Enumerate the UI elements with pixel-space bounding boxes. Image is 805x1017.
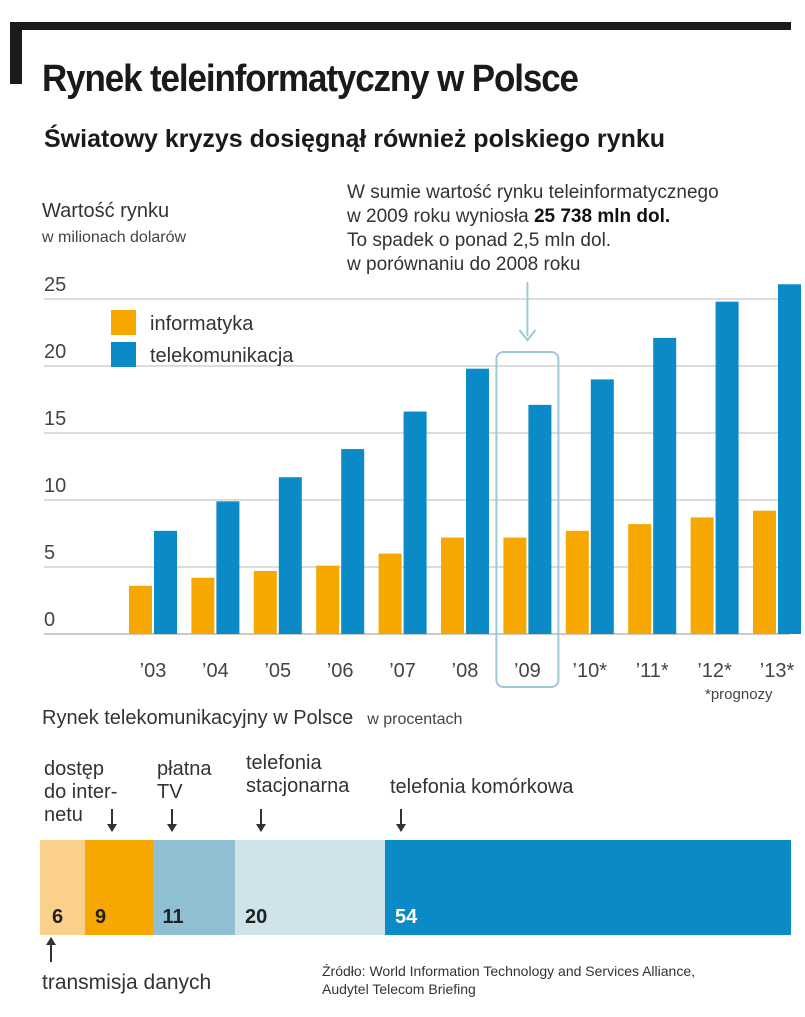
y-tick-label-15: 15	[44, 408, 66, 430]
bar-informatyka-5	[441, 537, 464, 634]
y-tick-label-25: 25	[44, 274, 66, 296]
legend-label-informatyka: informatyka	[150, 313, 254, 335]
y-tick-label-20: 20	[44, 341, 66, 363]
bar-informatyka-8	[628, 524, 652, 634]
frame-corner-vertical	[10, 22, 22, 84]
label-stacjonarna-line-2: stacjonarna	[246, 775, 350, 797]
annotation-box: W sumie wartość rynku teleinformatyczneg…	[347, 181, 719, 277]
bar-informatyka-1	[191, 577, 215, 634]
y-axis-unit: w milionach dolarów	[42, 229, 187, 246]
bar-telekomunikacja-5	[466, 368, 489, 634]
label-dostep: dostęp do inter- netu	[44, 758, 117, 827]
bar-informatyka-2	[253, 571, 277, 634]
bar-telekomunikacja-4	[403, 411, 427, 634]
highlight-2009-box	[495, 351, 560, 688]
arrow-dostep	[107, 809, 117, 832]
bar-telekomunikacja-6	[528, 404, 552, 634]
label-stacjonarna-line-1: telefonia	[246, 752, 322, 774]
x-tick-labels: ’03 ’04 ’05 ’06 ’07 ’08 ’09 ’10* ’11* ’12* ’13*	[140, 660, 795, 682]
segment-4: 54	[385, 840, 791, 935]
bar-informatyka-0	[129, 585, 152, 634]
page-title: Rynek teleinformatyczny w Polsce	[42, 58, 579, 100]
segment-2: 11	[152, 840, 236, 935]
y-tick-label-5: 5	[44, 542, 55, 564]
x-tick-label-8: ’11*	[636, 660, 669, 682]
y-axis-title: Wartość rynku	[42, 200, 170, 222]
x-tick-label-1: ’04	[202, 660, 229, 682]
legend-swatch-informatyka	[111, 310, 136, 335]
label-platna-tv: płatna TV	[157, 758, 212, 804]
bar-telekomunikacja-7	[590, 379, 614, 634]
bar-informatyka-7	[565, 530, 589, 634]
label-stacjonarna: telefonia stacjonarna	[246, 752, 349, 798]
legend-swatch-telekomunikacja	[111, 342, 136, 367]
legend: informatyka telekomunikacja	[111, 310, 294, 367]
bar-telekomunikacja-8	[653, 337, 677, 634]
x-tick-label-3: ’06	[327, 660, 354, 682]
segment-value-1: 9	[95, 906, 107, 928]
highlight-arrow-head	[518, 329, 537, 342]
y-tick-labels: 0 5 10 15 20 25	[44, 274, 66, 631]
bar-telekomunikacja-0	[154, 530, 177, 634]
annotation-line-2: w 2009 roku wyniosła 25 738 mln dol.	[347, 205, 719, 229]
label-platna-line-2: TV	[157, 781, 183, 803]
highlight-box	[495, 282, 560, 688]
x-tick-label-5: ’08	[452, 660, 479, 682]
source-note: Źródło: World Information Technology and…	[322, 962, 695, 998]
bar-telekomunikacja-10	[778, 284, 801, 634]
segment-value-0: 6	[52, 906, 64, 928]
bar-informatyka-10	[753, 510, 776, 634]
label-transmisja: transmisja danych	[42, 971, 212, 994]
bar-telekomunikacja-3	[341, 449, 365, 634]
segment-value-3: 20	[245, 906, 268, 928]
bar-telekomunikacja-1	[216, 501, 240, 634]
label-komorkowa: telefonia komórkowa	[390, 776, 573, 799]
segment-0: 6	[40, 840, 86, 935]
bar-chart: 0 5 10 15 20 25 ’03 ’04 ’05 ’06 ’07 ’08 ’09 ’10* ’11*…	[44, 274, 801, 688]
x-tick-label-6: ’09	[514, 660, 541, 682]
label-dostep-line-2: do inter-	[44, 781, 118, 803]
telecom-title: Rynek telekomunikacyjny w Polsce w procen…	[42, 707, 462, 730]
annotation-line-4: w porównaniu do 2008 roku	[347, 254, 581, 275]
source-line-1: Źródło: World Information Technology and…	[322, 963, 696, 979]
segment-value-4: 54	[395, 906, 418, 928]
bar-informatyka-3	[316, 565, 340, 634]
frame-top-rule	[10, 22, 791, 30]
x-tick-label-2: ’05	[264, 660, 291, 682]
x-tick-label-4: ’07	[389, 660, 416, 682]
segment-1: 9	[85, 840, 153, 935]
arrow-komorkowa	[396, 809, 406, 832]
forecast-footnote: *prognozy	[705, 686, 773, 703]
bars	[129, 284, 801, 634]
arrow-stacjonarna	[256, 809, 266, 832]
annotation-line-1: W sumie wartość rynku teleinformatyczneg…	[347, 182, 719, 203]
telecom-title-text: Rynek telekomunikacyjny w Polsce	[42, 707, 354, 729]
annotation-value: 25 738 mln dol.	[533, 206, 671, 227]
telecom-unit: w procentach	[367, 711, 463, 728]
x-tick-label-9: ’12*	[697, 660, 732, 682]
y-tick-label-10: 10	[44, 475, 66, 497]
segment-3: 20	[235, 840, 386, 935]
legend-label-telekomunikacja: telekomunikacja	[150, 345, 294, 367]
arrow-platna-tv	[167, 809, 177, 832]
x-tick-label-7: ’10*	[573, 660, 608, 682]
arrow-transmisja	[46, 937, 56, 962]
label-dostep-line-1: dostęp	[44, 758, 105, 780]
annotation-line-3: To spadek o ponad 2,5 mln dol.	[347, 230, 612, 251]
x-tick-label-10: ’13*	[760, 660, 795, 682]
bar-informatyka-9	[690, 517, 714, 634]
bar-informatyka-4	[378, 553, 402, 634]
annotation-line-2-text: w 2009 roku wyniosła	[347, 206, 534, 227]
bar-telekomunikacja-2	[278, 477, 302, 634]
y-tick-label-0: 0	[44, 609, 55, 631]
bar-informatyka-6	[503, 537, 527, 634]
segment-value-2: 11	[162, 906, 184, 928]
label-dostep-line-3: netu	[44, 804, 83, 826]
source-line-2: Audytel Telecom Briefing	[322, 981, 476, 997]
label-komorkowa-line: telefonia komórkowa	[390, 776, 574, 798]
bar-telekomunikacja-9	[715, 301, 739, 634]
page-subtitle: Światowy kryzys dosięgnął również polski…	[44, 125, 666, 153]
label-platna-line-1: płatna	[157, 758, 212, 780]
x-tick-label-0: ’03	[140, 660, 167, 682]
